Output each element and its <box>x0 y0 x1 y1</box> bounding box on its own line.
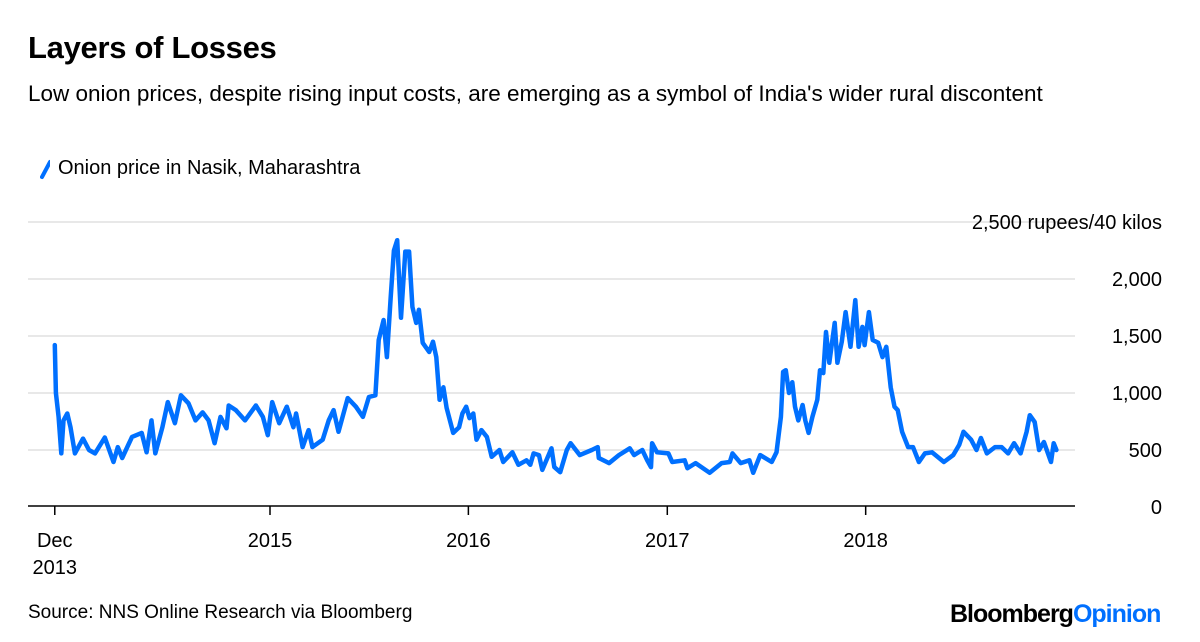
x-tick-label: Dec <box>37 530 73 552</box>
legend-label: Onion price in Nasik, Maharashtra <box>58 157 361 179</box>
chart-subtitle: Low onion prices, despite rising input c… <box>28 81 1043 106</box>
y-tick-label: 500 <box>1129 440 1162 462</box>
legend: Onion price in Nasik, Maharashtra <box>40 157 360 180</box>
x-tick-label: 2013 <box>33 557 78 579</box>
y-tick-label: 2,000 <box>1112 269 1162 291</box>
source-note: Source: NNS Online Research via Bloomber… <box>28 602 413 623</box>
x-tick-label: 2015 <box>248 530 293 552</box>
x-tick-label: 2017 <box>645 530 690 552</box>
bloomberg-opinion-logo: BloombergOpinion <box>950 600 1161 629</box>
x-tick-label: 2018 <box>843 530 888 552</box>
series-line-onion-price <box>52 237 1059 476</box>
y-tick-label: 2,500 rupees/40 kilos <box>972 212 1162 234</box>
y-tick-label: 0 <box>1151 497 1162 519</box>
chart-title: Layers of Losses <box>28 30 277 65</box>
logo-part-bloomberg: Bloomberg <box>950 600 1074 628</box>
y-tick-label: 1,000 <box>1112 383 1162 405</box>
y-tick-label: 1,500 <box>1112 326 1162 348</box>
legend-line-icon <box>40 159 50 179</box>
x-tick-label: 2016 <box>446 530 491 552</box>
logo-part-opinion: Opinion <box>1072 600 1161 628</box>
